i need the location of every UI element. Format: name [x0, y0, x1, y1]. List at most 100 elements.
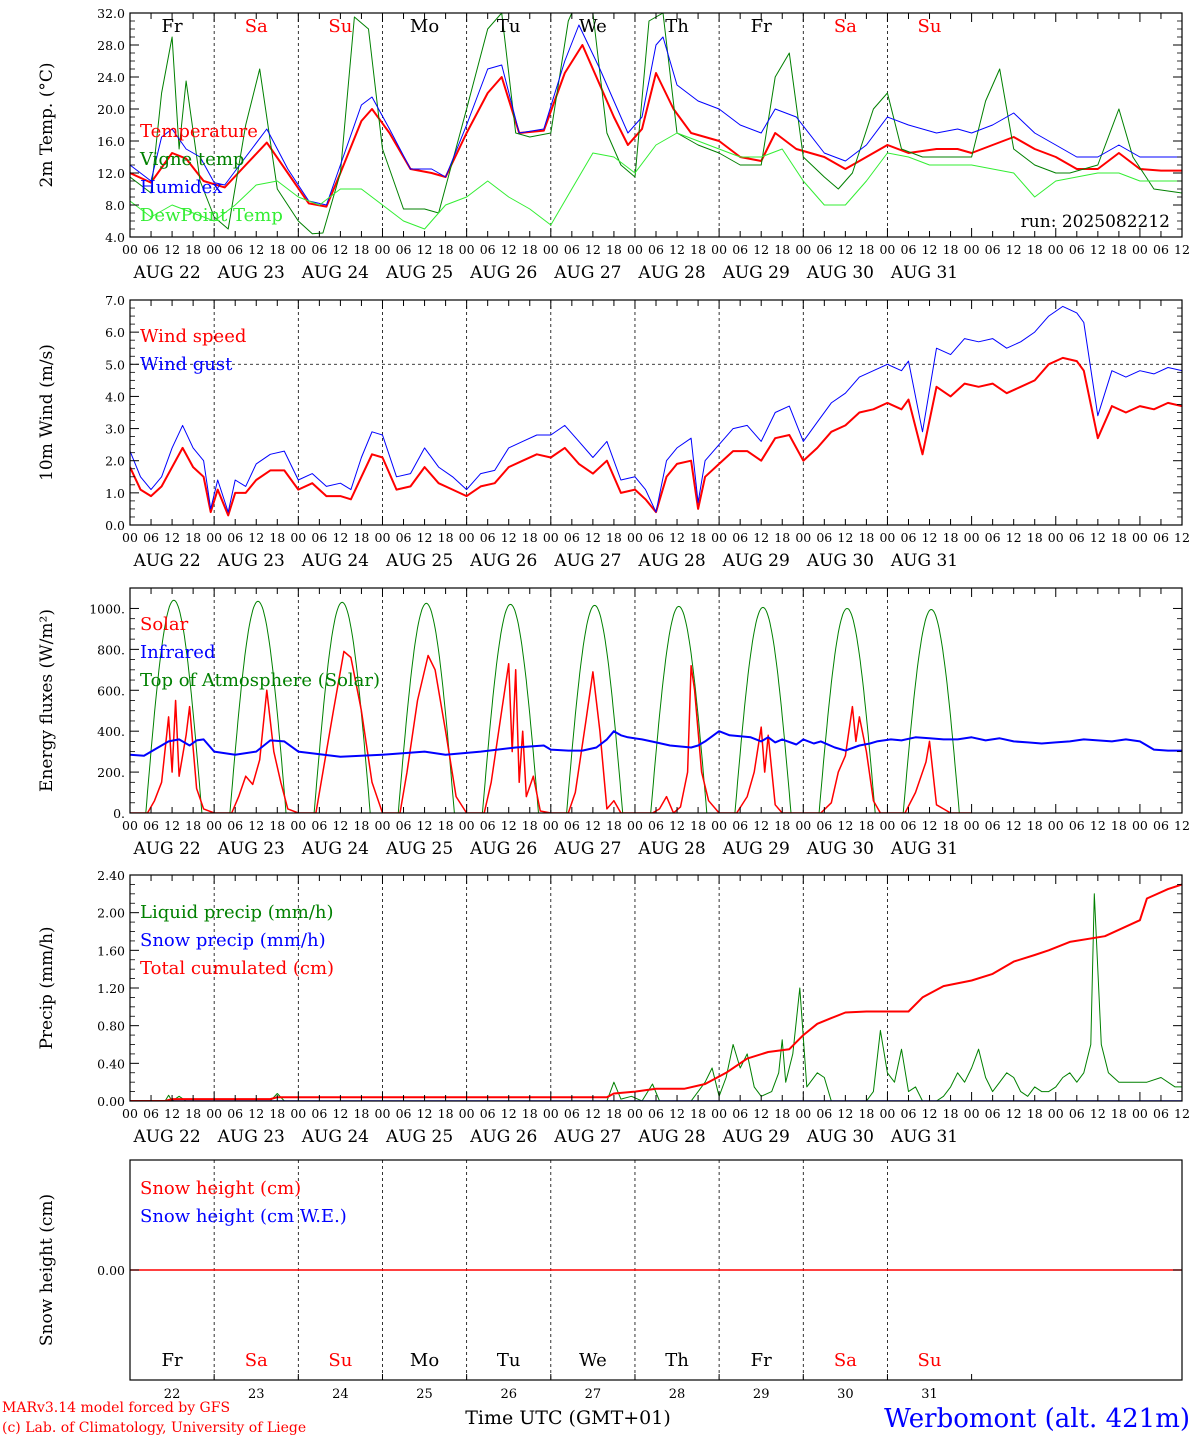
temp-ytick-label: 28.0 — [97, 38, 125, 53]
precip-xtick-label: 12 — [248, 1106, 264, 1121]
flux-date-label: AUG 23 — [217, 839, 285, 859]
wind-xtick-label: 18 — [185, 530, 201, 545]
flux-xtick-label: 06 — [648, 818, 664, 833]
flux-xtick-label: 00 — [879, 818, 895, 833]
wind-xtick-label: 06 — [227, 530, 243, 545]
temp-xtick-label: 18 — [1111, 242, 1127, 257]
snow-weekday-label: Th — [665, 1350, 689, 1371]
flux-xtick-label: 18 — [1027, 818, 1043, 833]
meteogram-panels: 4.0 8.0 12.0 16.0 20.0 24.0 28.0 32.0 2m Temp. (… — [37, 6, 1190, 1402]
flux-xtick-label: 18 — [269, 818, 285, 833]
flux-xtick-label: 00 — [711, 818, 727, 833]
wind-xtick-label: 00 — [879, 530, 895, 545]
wind-xtick-label: 00 — [122, 530, 138, 545]
flux-xtick-label: 12 — [248, 818, 264, 833]
flux-legend-item: Infrared — [140, 642, 215, 663]
wind-xtick-label: 00 — [711, 530, 727, 545]
precip-xtick-label: 12 — [669, 1106, 685, 1121]
temp-series-2 — [130, 24, 1182, 206]
wind-xtick-label: 00 — [543, 530, 559, 545]
flux-ytick-label: 0. — [113, 806, 125, 821]
wind-date-label: AUG 31 — [890, 551, 958, 571]
precip-xtick-label: 00 — [1132, 1106, 1148, 1121]
flux-xtick-label: 12 — [669, 818, 685, 833]
flux-xtick-label: 18 — [774, 818, 790, 833]
snow-weekday-label: Sa — [245, 1350, 268, 1371]
wind-xtick-label: 06 — [816, 530, 832, 545]
wind-xtick-label: 06 — [901, 530, 917, 545]
wind-ytick-label: 7.0 — [105, 293, 125, 308]
temp-date-label: AUG 29 — [722, 263, 790, 283]
temp-xtick-label: 06 — [480, 242, 496, 257]
precip-date-label: AUG 31 — [890, 1127, 958, 1147]
temp-series-1 — [130, 13, 1182, 235]
precip-ytick-label: 2.00 — [97, 906, 125, 921]
temp-date-label: AUG 23 — [217, 263, 285, 283]
temp-weekday-label: Sa — [834, 16, 857, 37]
flux-xtick-label: 18 — [690, 818, 706, 833]
temp-xtick-label: 00 — [1048, 242, 1064, 257]
precip-xtick-label: 06 — [227, 1106, 243, 1121]
precip-xtick-label: 00 — [879, 1106, 895, 1121]
precip-xtick-label: 18 — [858, 1106, 874, 1121]
temp-xtick-label: 00 — [964, 242, 980, 257]
wind-legend-item: Wind gust — [140, 354, 233, 375]
wind-xtick-label: 12 — [332, 530, 348, 545]
temp-xtick-label: 12 — [1174, 242, 1190, 257]
temp-xtick-label: 18 — [353, 242, 369, 257]
snow-day-number: 23 — [248, 1387, 265, 1402]
wind-xtick-label: 00 — [1048, 530, 1064, 545]
temp-xtick-label: 06 — [732, 242, 748, 257]
precip-xtick-label: 18 — [269, 1106, 285, 1121]
temp-weekday-label: Fr — [162, 16, 183, 37]
wind-date-label: AUG 29 — [722, 551, 790, 571]
precip-xtick-label: 12 — [585, 1106, 601, 1121]
precip-xtick-label: 18 — [185, 1106, 201, 1121]
temp-date-label: AUG 25 — [385, 263, 453, 283]
precip-xtick-label: 18 — [690, 1106, 706, 1121]
temp-xtick-label: 12 — [1090, 242, 1106, 257]
temp-xtick-label: 12 — [837, 242, 853, 257]
flux-xtick-label: 12 — [1006, 818, 1022, 833]
flux-xtick-label: 12 — [922, 818, 938, 833]
wind-xtick-label: 06 — [143, 530, 159, 545]
wind-xtick-label: 12 — [753, 530, 769, 545]
flux-date-label: AUG 25 — [385, 839, 453, 859]
precip-xtick-label: 12 — [922, 1106, 938, 1121]
temp-date-label: AUG 30 — [806, 263, 874, 283]
precip-xtick-label: 00 — [206, 1106, 222, 1121]
precip-xtick-label: 18 — [774, 1106, 790, 1121]
flux-xtick-label: 18 — [438, 818, 454, 833]
wind-xtick-label: 06 — [1069, 530, 1085, 545]
flux-xtick-label: 12 — [1090, 818, 1106, 833]
wind-ytick-label: 3.0 — [105, 422, 125, 437]
temp-xtick-label: 00 — [375, 242, 391, 257]
flux-xtick-label: 06 — [901, 818, 917, 833]
flux-xtick-label: 06 — [732, 818, 748, 833]
wind-ytick-label: 5.0 — [105, 357, 125, 372]
temp-xtick-label: 18 — [858, 242, 874, 257]
flux-xtick-label: 06 — [564, 818, 580, 833]
wind-date-label: AUG 27 — [553, 551, 621, 571]
precip-xtick-label: 06 — [816, 1106, 832, 1121]
wind-xtick-label: 12 — [1090, 530, 1106, 545]
precip-xtick-label: 00 — [375, 1106, 391, 1121]
snow-day-number: 28 — [669, 1387, 686, 1402]
precip-date-label: AUG 25 — [385, 1127, 453, 1147]
temp-xtick-label: 18 — [185, 242, 201, 257]
temp-xtick-label: 18 — [269, 242, 285, 257]
flux-ytick-label: 600. — [97, 683, 125, 698]
temp-ytick-label: 20.0 — [97, 102, 125, 117]
temp-panel: 4.0 8.0 12.0 16.0 20.0 24.0 28.0 32.0 2m Temp. (… — [37, 6, 1190, 283]
flux-xtick-label: 12 — [332, 818, 348, 833]
temp-legend-item: Vigne temp — [139, 149, 244, 170]
wind-date-label: AUG 26 — [469, 551, 537, 571]
wind-xtick-label: 06 — [648, 530, 664, 545]
wind-xtick-label: 18 — [438, 530, 454, 545]
flux-date-label: AUG 22 — [132, 839, 200, 859]
flux-ylabel: Energy fluxes (W/m²) — [37, 609, 57, 792]
precip-xtick-label: 18 — [438, 1106, 454, 1121]
precip-xtick-label: 06 — [480, 1106, 496, 1121]
temp-weekday-label: Fr — [751, 16, 772, 37]
wind-date-label: AUG 28 — [637, 551, 705, 571]
